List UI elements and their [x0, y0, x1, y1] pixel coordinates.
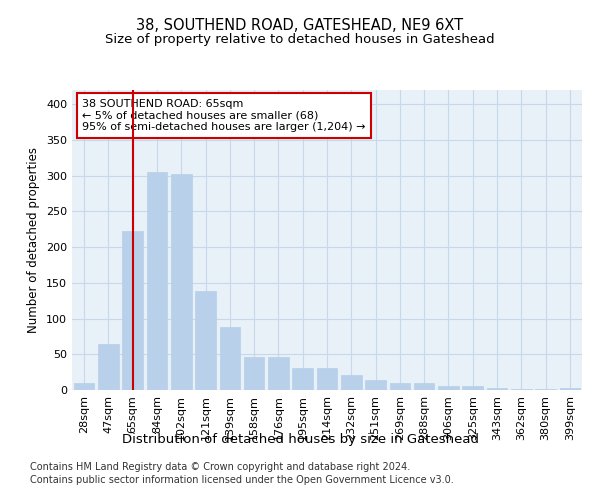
Bar [244, 357, 265, 390]
Bar [365, 380, 386, 390]
Text: Contains public sector information licensed under the Open Government Licence v3: Contains public sector information licen… [30, 475, 454, 485]
Bar [268, 357, 289, 390]
Bar [146, 172, 167, 390]
Bar [389, 383, 410, 390]
Bar [463, 386, 483, 390]
Bar [535, 388, 556, 390]
Bar [341, 375, 362, 390]
Text: 38, SOUTHEND ROAD, GATESHEAD, NE9 6XT: 38, SOUTHEND ROAD, GATESHEAD, NE9 6XT [136, 18, 464, 32]
Bar [317, 368, 337, 390]
Bar [122, 232, 143, 390]
Bar [74, 383, 94, 390]
Text: Distribution of detached houses by size in Gateshead: Distribution of detached houses by size … [121, 432, 479, 446]
Bar [438, 386, 459, 390]
Bar [511, 388, 532, 390]
Bar [487, 388, 508, 390]
Text: 38 SOUTHEND ROAD: 65sqm
← 5% of detached houses are smaller (68)
95% of semi-det: 38 SOUTHEND ROAD: 65sqm ← 5% of detached… [82, 99, 366, 132]
Bar [292, 368, 313, 390]
Text: Size of property relative to detached houses in Gateshead: Size of property relative to detached ho… [105, 32, 495, 46]
Bar [414, 383, 434, 390]
Bar [220, 327, 240, 390]
Bar [98, 344, 119, 390]
Bar [171, 174, 191, 390]
Text: Contains HM Land Registry data © Crown copyright and database right 2024.: Contains HM Land Registry data © Crown c… [30, 462, 410, 472]
Bar [195, 292, 216, 390]
Y-axis label: Number of detached properties: Number of detached properties [28, 147, 40, 333]
Bar [560, 388, 580, 390]
